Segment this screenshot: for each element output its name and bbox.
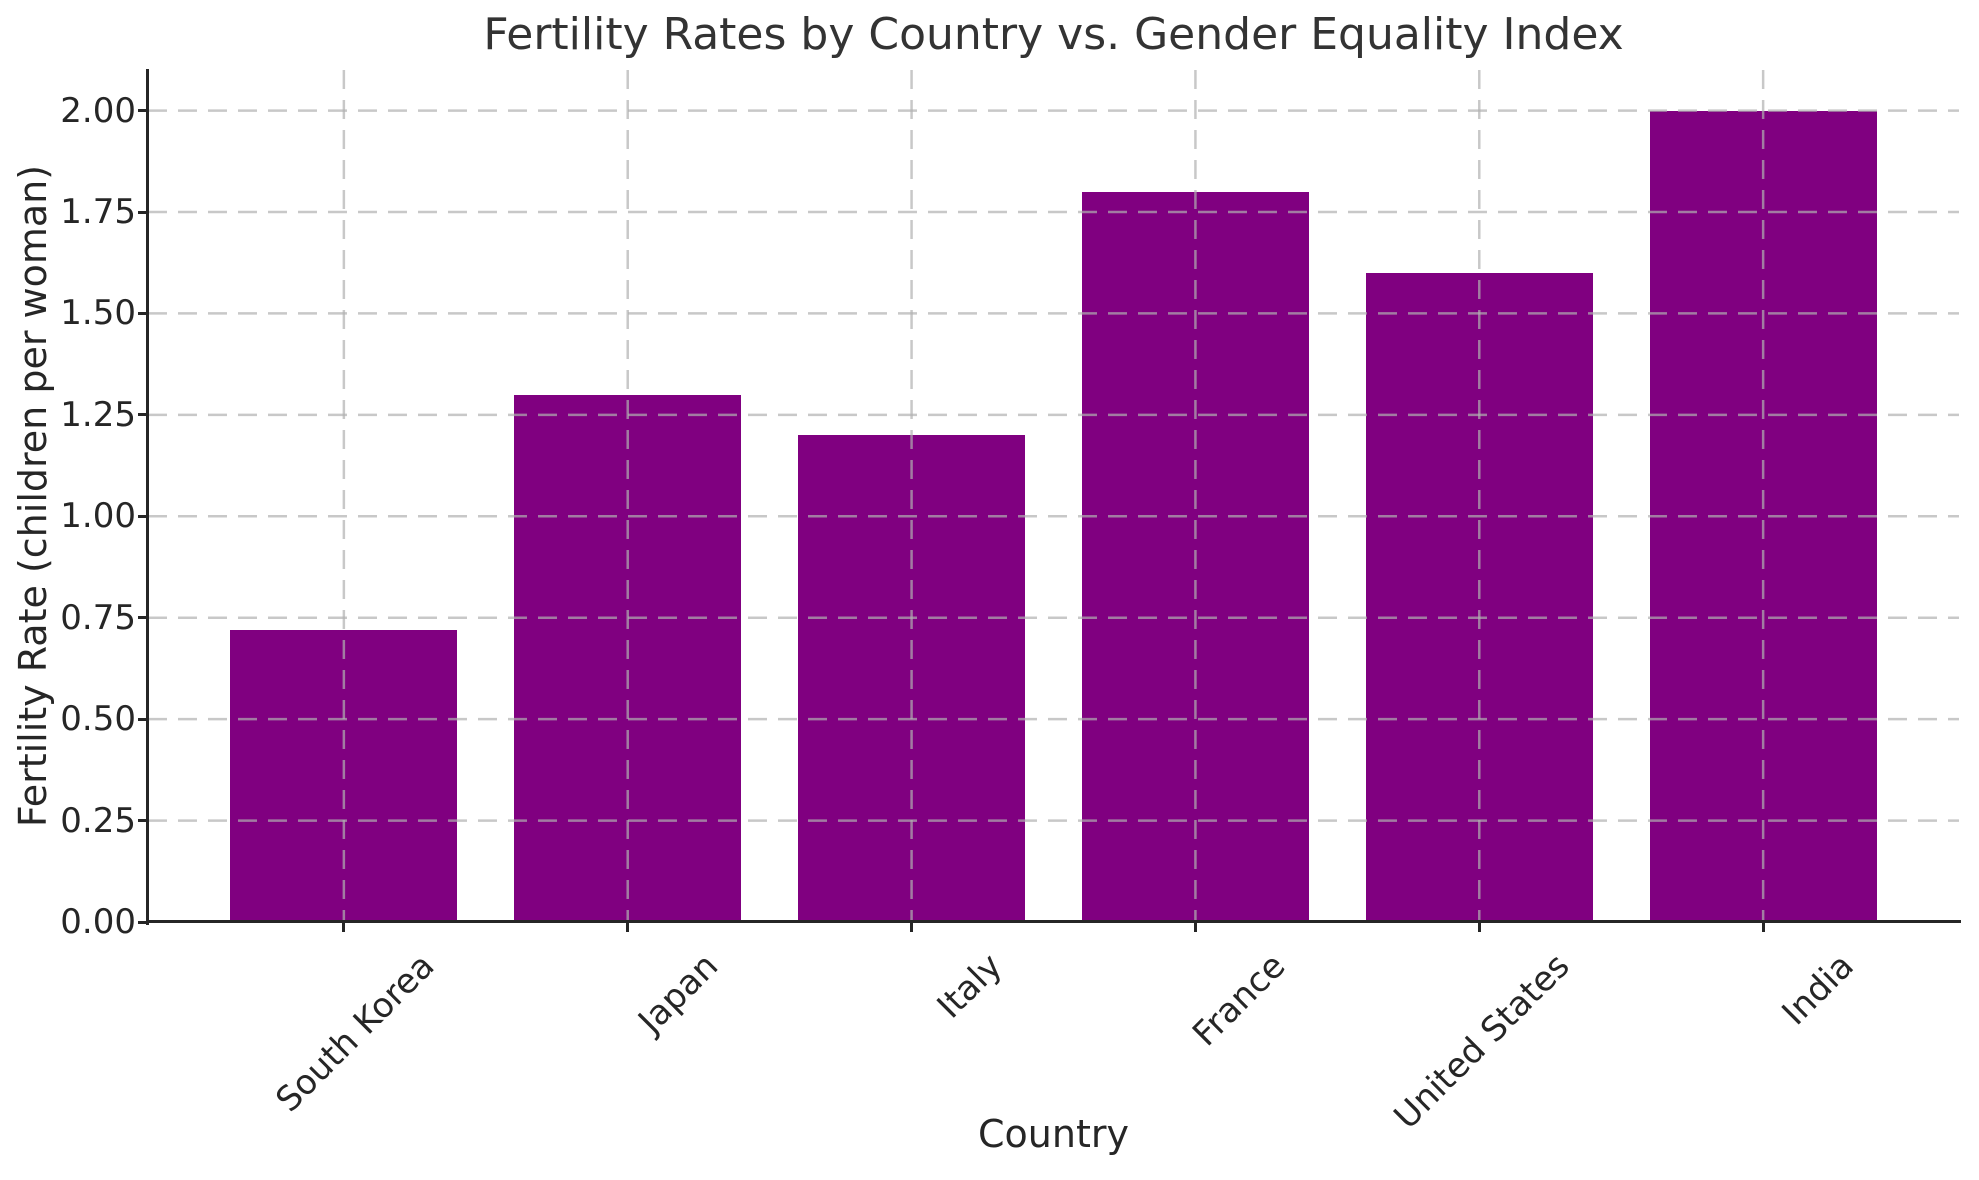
y-tick-mark-0.25 [138, 819, 148, 823]
y-tick-label-0.00: 0.00 [60, 902, 136, 942]
x-axis-label: Country [978, 1112, 1129, 1156]
x-tick-label-france: France [1185, 946, 1294, 1055]
x-tick-label-japan: Japan [630, 946, 727, 1042]
x-tick-label-south-korea: South Korea [268, 946, 443, 1120]
y-axis-spine [146, 69, 149, 925]
plot-area [148, 70, 1959, 922]
y-tick-mark-1.25 [138, 413, 148, 417]
x-tick-label-italy: Italy [929, 946, 1010, 1027]
y-tick-mark-0.50 [138, 717, 148, 721]
x-tick-mark-france [1193, 922, 1197, 932]
y-tick-mark-2.00 [138, 109, 148, 113]
y-tick-mark-0.00 [138, 920, 148, 924]
bar-italy [798, 435, 1026, 922]
x-tick-label-india: India [1774, 946, 1862, 1034]
x-tick-mark-japan [626, 922, 630, 932]
x-axis-spine [146, 920, 1961, 923]
x-tick-label-united-states: United States [1386, 946, 1578, 1138]
y-tick-label-0.25: 0.25 [60, 800, 136, 841]
x-tick-mark-india [1761, 922, 1765, 932]
y-tick-mark-1.75 [138, 210, 148, 214]
bar-france [1081, 191, 1309, 922]
x-tick-mark-united-states [1477, 922, 1481, 932]
y-tick-label-2.00: 2.00 [60, 90, 136, 131]
y-tick-label-0.50: 0.50 [60, 699, 136, 740]
bar-united-states [1365, 272, 1593, 922]
y-tick-label-1.50: 1.50 [60, 293, 136, 334]
y-tick-mark-1.00 [138, 514, 148, 518]
y-tick-label-1.25: 1.25 [60, 394, 136, 435]
y-tick-label-1.75: 1.75 [60, 192, 136, 232]
x-tick-mark-south-korea [342, 922, 346, 932]
x-tick-mark-italy [910, 922, 914, 932]
bar-south-korea [230, 629, 458, 922]
y-tick-mark-1.50 [138, 311, 148, 315]
y-tick-mark-0.75 [138, 616, 148, 620]
y-tick-label-0.75: 0.75 [60, 597, 136, 638]
y-tick-label-1.00: 1.00 [60, 496, 136, 537]
bar-japan [514, 394, 742, 922]
bar-india [1649, 110, 1877, 922]
chart-title: Fertility Rates by Country vs. Gender Eq… [483, 9, 1624, 60]
